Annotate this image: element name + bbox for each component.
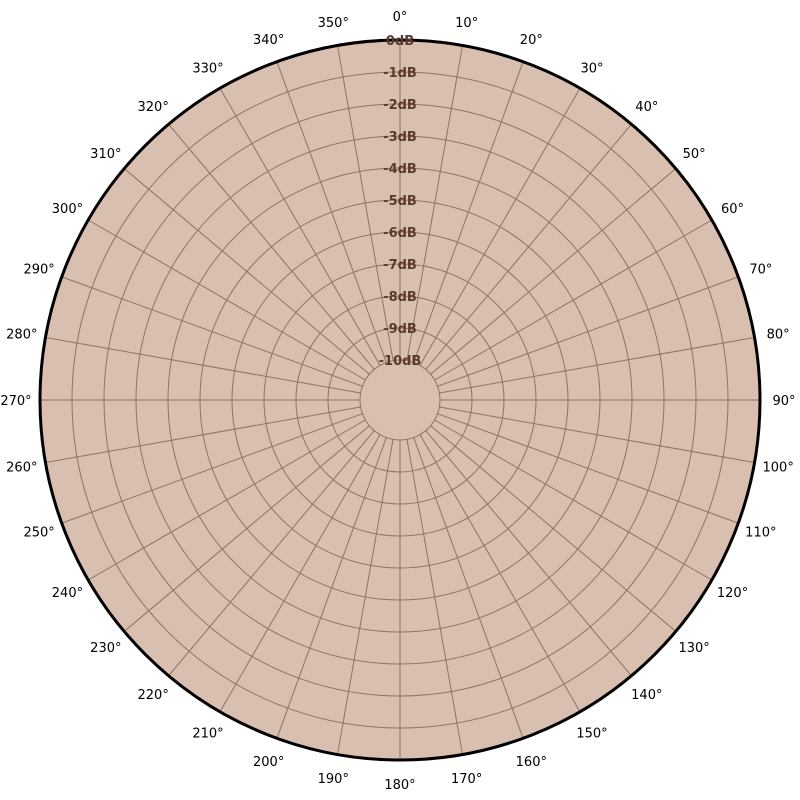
angular-gridline bbox=[45, 336, 361, 394]
angular-gridline bbox=[439, 406, 755, 464]
angle-tick-label: 210° bbox=[192, 727, 223, 742]
angle-tick-label: 260° bbox=[6, 461, 37, 476]
angle-tick-label: 100° bbox=[763, 461, 794, 476]
angle-tick-label: 160° bbox=[516, 755, 547, 770]
angle-tick-label: 200° bbox=[253, 755, 284, 770]
angular-gridline bbox=[276, 61, 387, 363]
angle-tick-label: 170° bbox=[451, 772, 482, 787]
angular-gridline bbox=[168, 430, 375, 677]
radial-tick-label: -7dB bbox=[383, 258, 417, 273]
angle-tick-label: 40° bbox=[635, 100, 658, 115]
radial-tick-label: -9dB bbox=[383, 322, 417, 337]
angular-gridline bbox=[430, 168, 677, 375]
angular-gridline bbox=[425, 430, 632, 677]
radial-tick-label: -4dB bbox=[383, 162, 417, 177]
angle-tick-label: 90° bbox=[772, 394, 795, 409]
angular-gridline bbox=[437, 276, 739, 387]
angular-gridline bbox=[123, 168, 370, 375]
angular-gridline bbox=[336, 439, 394, 755]
radial-tick-label: -10dB bbox=[379, 354, 422, 369]
angular-gridline bbox=[413, 437, 524, 739]
angle-tick-label: 320° bbox=[138, 100, 169, 115]
angular-gridline bbox=[45, 406, 361, 464]
angular-gridline bbox=[61, 413, 363, 524]
angle-tick-label: 250° bbox=[23, 525, 54, 540]
angular-gridline bbox=[434, 219, 713, 381]
angle-tick-label: 10° bbox=[455, 16, 478, 31]
plot-background bbox=[40, 40, 760, 760]
angle-tick-label: 70° bbox=[749, 263, 772, 278]
angle-tick-label: 300° bbox=[52, 202, 83, 217]
angular-gridline bbox=[61, 276, 363, 387]
angular-gridline bbox=[437, 413, 739, 524]
angle-tick-label: 150° bbox=[576, 727, 607, 742]
angle-tick-label: 0° bbox=[393, 10, 408, 25]
angle-tick-label: 190° bbox=[318, 772, 349, 787]
angular-gridline bbox=[413, 61, 524, 363]
angular-gridline bbox=[87, 219, 366, 381]
angle-tick-label: 50° bbox=[683, 147, 706, 162]
angle-tick-label: 130° bbox=[678, 641, 709, 656]
radial-tick-label: -5dB bbox=[383, 194, 417, 209]
angle-tick-label: 180° bbox=[384, 778, 415, 793]
angle-tick-label: 240° bbox=[52, 586, 83, 601]
angle-tick-label: 110° bbox=[745, 525, 776, 540]
angle-tick-label: 350° bbox=[318, 16, 349, 31]
angular-gridline bbox=[419, 434, 581, 713]
angle-tick-label: 60° bbox=[721, 202, 744, 217]
angular-gridline bbox=[425, 123, 632, 370]
angle-tick-label: 310° bbox=[90, 147, 121, 162]
angle-tick-label: 230° bbox=[90, 641, 121, 656]
angular-gridline bbox=[168, 123, 375, 370]
angle-tick-label: 330° bbox=[192, 61, 223, 76]
angular-gridline bbox=[219, 434, 381, 713]
angular-gridline bbox=[430, 425, 677, 632]
angular-gridline bbox=[123, 425, 370, 632]
angular-gridline bbox=[434, 419, 713, 581]
angle-tick-label: 220° bbox=[138, 688, 169, 703]
angular-gridline bbox=[439, 336, 755, 394]
radial-tick-label: 0dB bbox=[386, 34, 414, 49]
angular-gridline bbox=[419, 87, 581, 366]
angle-tick-label: 30° bbox=[580, 61, 603, 76]
angle-tick-label: 290° bbox=[23, 263, 54, 278]
radial-tick-label: -8dB bbox=[383, 290, 417, 305]
plot-outline bbox=[38, 38, 762, 762]
angle-tick-label: 20° bbox=[520, 33, 543, 48]
angle-tick-label: 120° bbox=[717, 586, 748, 601]
angular-gridline bbox=[219, 87, 381, 366]
angular-gridline bbox=[406, 45, 464, 361]
angle-tick-label: 140° bbox=[631, 688, 662, 703]
angular-gridline bbox=[276, 437, 387, 739]
angular-gridline bbox=[87, 419, 366, 581]
angle-tick-label: 340° bbox=[253, 33, 284, 48]
angular-gridline bbox=[336, 45, 394, 361]
angle-tick-label: 80° bbox=[767, 327, 790, 342]
radial-tick-label: -3dB bbox=[383, 130, 417, 145]
radial-tick-label: -6dB bbox=[383, 226, 417, 241]
angular-gridline bbox=[406, 439, 464, 755]
radial-tick-label: -1dB bbox=[383, 66, 417, 81]
radial-tick-label: -2dB bbox=[383, 98, 417, 113]
angle-tick-label: 280° bbox=[6, 327, 37, 342]
angle-tick-label: 270° bbox=[0, 394, 31, 409]
